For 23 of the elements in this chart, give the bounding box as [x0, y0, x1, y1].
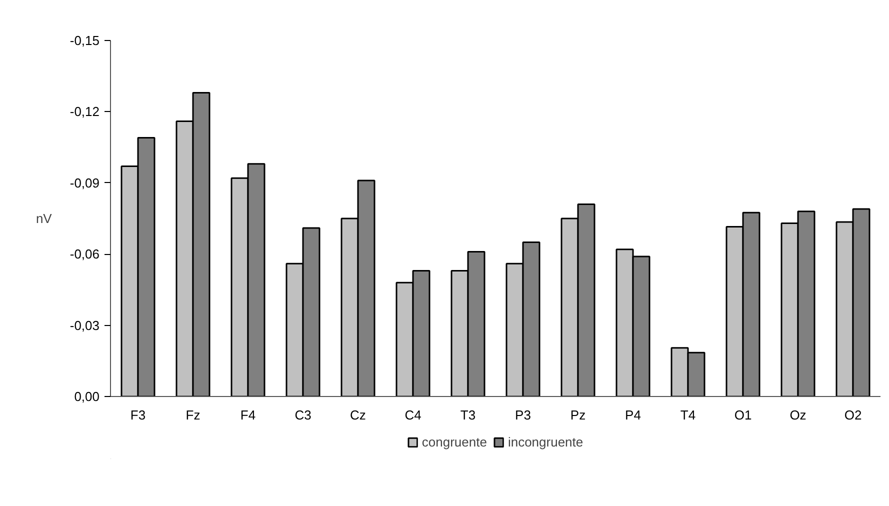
x-tick-label: Pz	[570, 408, 586, 422]
y-axis-title: nV	[36, 211, 52, 226]
y-tick-label: -0,03	[70, 318, 100, 333]
x-tick-label: C3	[294, 408, 312, 422]
x-tick-label: P3	[515, 408, 531, 422]
x-tick-label: P4	[625, 408, 641, 422]
x-tick-label: Oz	[790, 408, 806, 422]
x-tick-label: O1	[734, 408, 752, 422]
x-tick-label: O2	[844, 408, 862, 422]
x-tick-label: T3	[460, 408, 476, 422]
x-tick-label: C4	[404, 408, 422, 422]
y-tick-label: -0,15	[70, 33, 100, 48]
legend-label: incongruente	[508, 434, 584, 450]
y-tick-label: 0,00	[74, 389, 100, 404]
x-tick-label: F3	[130, 408, 146, 422]
x-tick-label: Fz	[186, 408, 200, 422]
y-tick-label: -0,06	[70, 246, 100, 262]
y-tick-label: -0,12	[70, 104, 100, 120]
y-tick-label: -0,09	[70, 175, 100, 190]
legend-label: congruente	[422, 434, 487, 450]
x-tick-label: T4	[680, 408, 696, 422]
x-tick-label: F4	[240, 408, 256, 422]
x-tick-label: Cz	[350, 408, 366, 422]
